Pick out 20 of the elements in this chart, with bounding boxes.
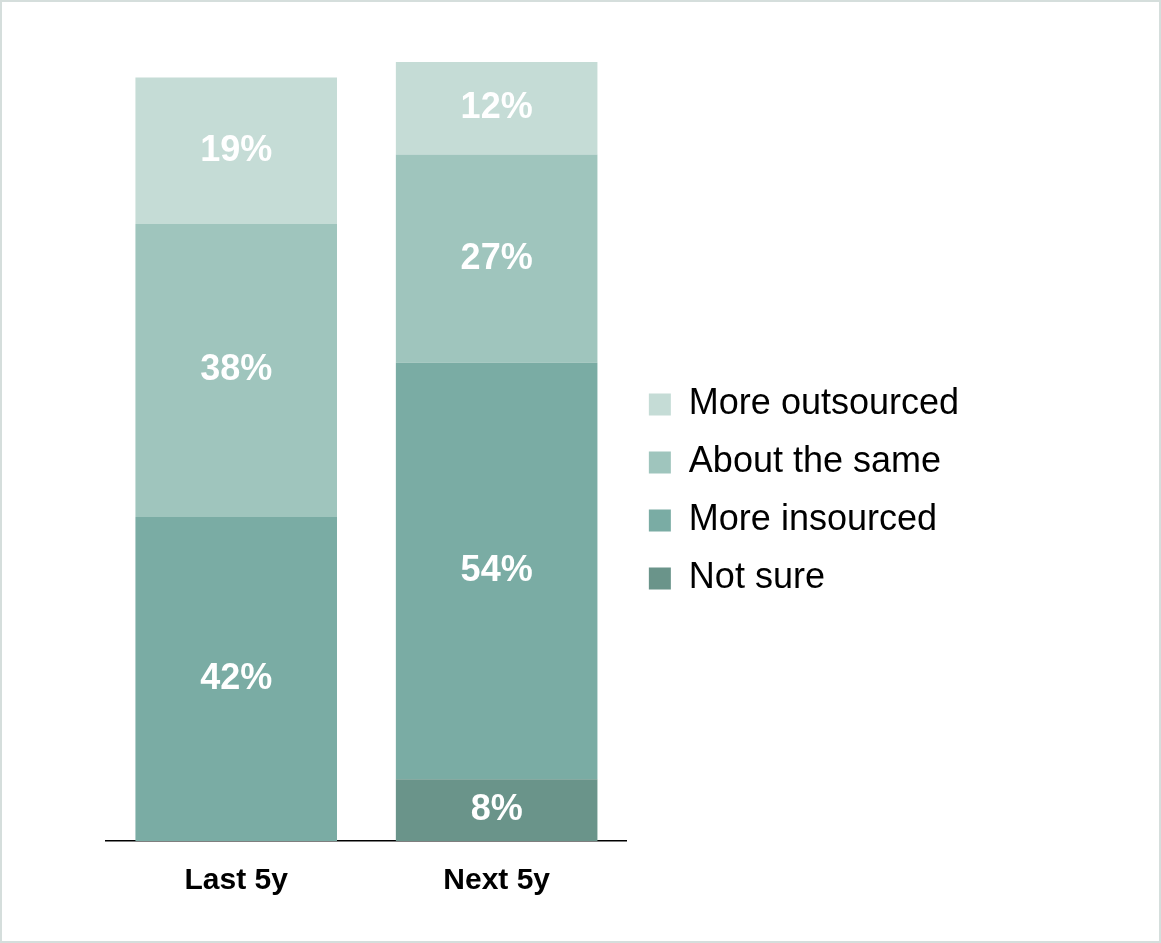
bar — [135, 517, 337, 841]
legend-label: Not sure — [688, 555, 825, 597]
data-label: 19% — [200, 127, 273, 169]
data-label: 12% — [460, 85, 533, 127]
legend-label: About the same — [688, 439, 942, 481]
bar — [395, 154, 598, 363]
data-label: 27% — [460, 235, 533, 277]
legend-label: More insourced — [688, 497, 937, 539]
x-tick-label: Last 5y — [184, 862, 289, 896]
data-label: 8% — [470, 787, 523, 829]
bar — [135, 223, 337, 518]
bar — [395, 779, 598, 841]
bar — [395, 362, 598, 780]
data-label: 42% — [200, 655, 273, 697]
data-label: 38% — [200, 347, 273, 389]
data-label: 54% — [460, 547, 533, 589]
bar — [135, 77, 337, 224]
x-tick-label: Next 5y — [443, 862, 551, 896]
legend-label: More outsourced — [688, 381, 959, 423]
bar — [395, 62, 598, 155]
